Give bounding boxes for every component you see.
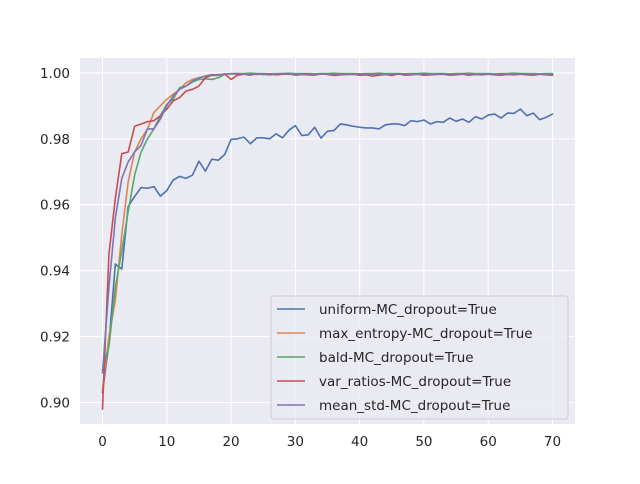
x-tick-label: 20 [222,434,239,450]
legend-label-3: var_ratios-MC_dropout=True [319,374,511,390]
x-tick-label: 0 [98,434,107,450]
x-tick-label: 10 [158,434,175,450]
legend-label-4: mean_std-MC_dropout=True [319,398,510,414]
tick-labels: 0 10 20 30 40 50 60 70 0.90 0.92 0.94 0.96 0.98 1.00 [40,66,561,450]
legend-label-1: max_entropy-MC_dropout=True [319,326,533,342]
y-tick-label: 0.92 [40,330,70,346]
x-tick-label: 40 [351,434,368,450]
y-tick-label: 0.90 [40,396,70,412]
x-tick-label: 60 [480,434,497,450]
legend-label-0: uniform-MC_dropout=True [319,302,497,318]
series-lines [101,72,554,410]
legend-box [270,295,569,420]
series-line-4 [101,72,554,374]
y-tick-label: 0.98 [40,132,70,148]
x-tick-label: 30 [287,434,304,450]
series-line-0 [101,108,554,394]
legend: uniform-MC_dropout=True max_entropy-MC_dr… [270,295,569,420]
y-tick-label: 0.94 [40,264,70,280]
y-tick-label: 0.96 [40,198,70,214]
x-tick-label: 70 [544,434,561,450]
legend-label-2: bald-MC_dropout=True [319,350,474,366]
x-tick-label: 50 [415,434,432,450]
y-tick-label: 1.00 [40,66,70,82]
